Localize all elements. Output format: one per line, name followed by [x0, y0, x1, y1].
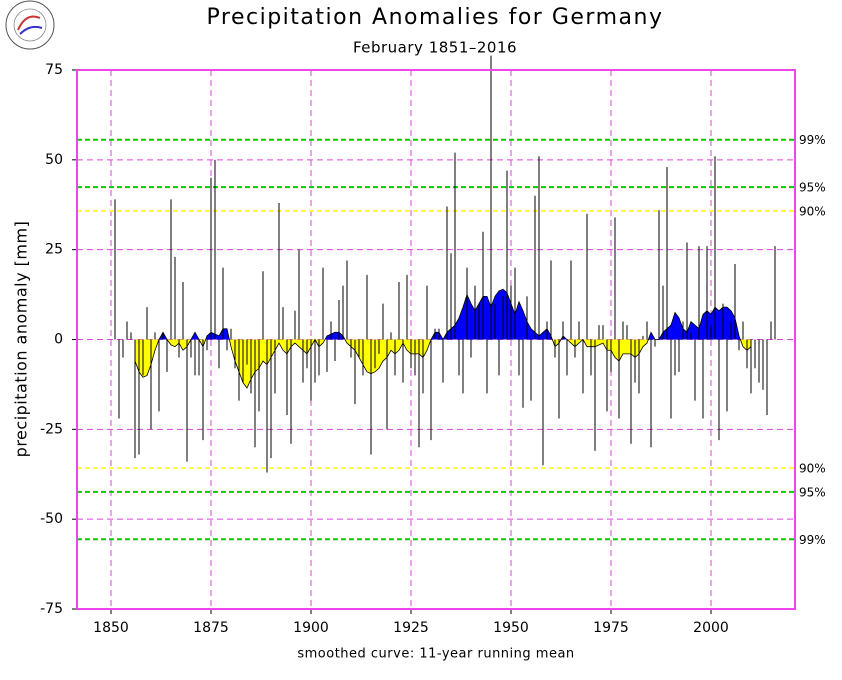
- x-tick-label: 1950: [493, 620, 529, 636]
- x-tick-label: 1900: [293, 620, 329, 636]
- logo-arc: [17, 15, 41, 31]
- x-tick-label: 1875: [193, 620, 229, 636]
- logo-inner: [13, 8, 47, 42]
- smoothed-area-positive: [135, 289, 751, 340]
- y-tick-label: -50: [40, 511, 63, 527]
- y-tick-label: -75: [40, 601, 63, 617]
- y-tick-label: 50: [45, 152, 63, 168]
- threshold-label: 90%: [799, 204, 826, 218]
- y-tick-label: 75: [45, 62, 63, 78]
- plot-frame: [76, 69, 796, 610]
- x-tick-label: 1975: [593, 620, 629, 636]
- logo-arc: [19, 25, 43, 35]
- chart-subtitle: February 1851–2016: [353, 39, 517, 57]
- threshold-label: 99%: [799, 133, 826, 147]
- y-tick-label: 25: [45, 242, 63, 258]
- logo: [5, 0, 55, 50]
- y-tick-label: 0: [54, 332, 63, 348]
- x-tick-label: 1850: [93, 620, 129, 636]
- y-tick-label: -25: [40, 421, 63, 437]
- y-axis-label: precipitation anomaly [mm]: [12, 221, 31, 458]
- threshold-label: 95%: [799, 181, 826, 195]
- threshold-label: 95%: [799, 485, 826, 499]
- threshold-label: 99%: [799, 533, 826, 547]
- logo-ring: [5, 0, 55, 50]
- chart-title: Precipitation Anomalies for Germany: [207, 5, 664, 30]
- footer-note: smoothed curve: 11-year running mean: [297, 647, 574, 662]
- smoothed-area-negative: [135, 339, 751, 389]
- threshold-label: 90%: [799, 462, 826, 476]
- x-tick-label: 1925: [393, 620, 429, 636]
- x-tick-label: 2000: [693, 620, 729, 636]
